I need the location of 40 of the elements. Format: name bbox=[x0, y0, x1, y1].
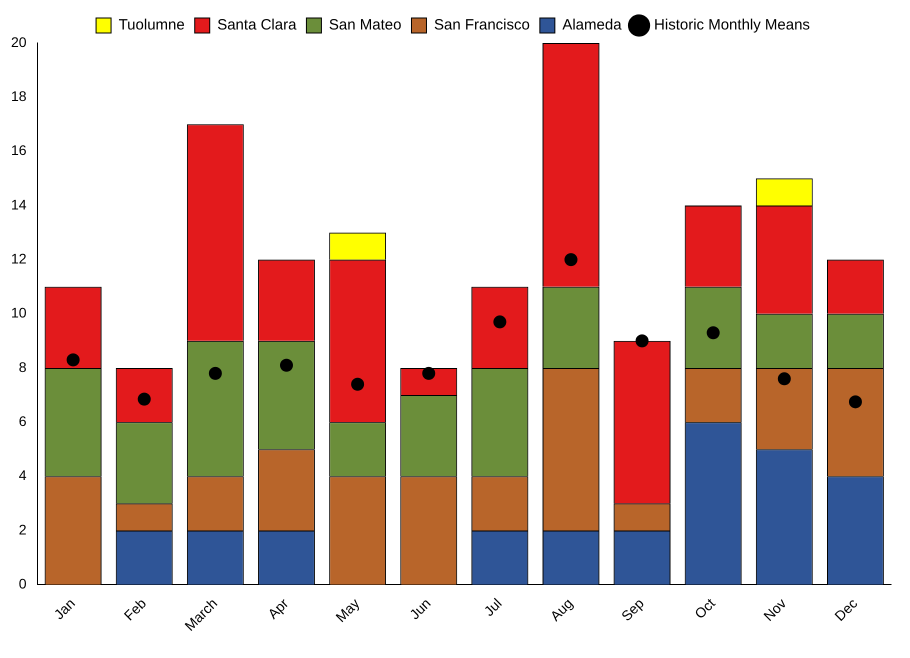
point bbox=[848, 395, 862, 408]
point bbox=[636, 334, 649, 348]
y-tick-label: 18 bbox=[10, 88, 27, 104]
x-tick-label: Nov bbox=[760, 595, 790, 624]
point bbox=[208, 366, 222, 380]
x-tick-label: Sep bbox=[618, 594, 648, 624]
x-tick-label: Jan bbox=[50, 595, 78, 622]
y-tick-label: 12 bbox=[10, 250, 27, 267]
legend-label: San Francisco bbox=[434, 16, 530, 34]
x-tick-label: May bbox=[332, 595, 362, 626]
y-tick-label: 20 bbox=[10, 34, 27, 50]
legend-label: Tuolumne bbox=[118, 16, 185, 34]
point bbox=[493, 315, 506, 328]
y-tick-label: 10 bbox=[10, 304, 27, 321]
legend-label: Alameda bbox=[562, 16, 622, 34]
x-tick-label: Dec bbox=[831, 595, 860, 624]
x-tick-label: Aug bbox=[546, 595, 576, 624]
y-tick-label: 4 bbox=[18, 467, 27, 484]
y-tick-label: 14 bbox=[10, 196, 27, 212]
point bbox=[351, 378, 364, 391]
y-tick-label: 6 bbox=[18, 412, 27, 429]
y-tick-label: 8 bbox=[18, 358, 27, 375]
point bbox=[422, 366, 436, 380]
point bbox=[564, 253, 578, 266]
point bbox=[138, 392, 151, 406]
x-tick-label: Jun bbox=[406, 595, 434, 622]
point bbox=[706, 326, 720, 340]
x-tick-label: Feb bbox=[120, 594, 150, 624]
point bbox=[778, 372, 791, 386]
x-tick-label: Oct bbox=[691, 595, 718, 622]
y-tick-label: 0 bbox=[18, 575, 27, 592]
x-tick-label: Jul bbox=[480, 595, 505, 620]
legend-label: San Mateo bbox=[328, 16, 402, 34]
y-tick-label: 16 bbox=[10, 142, 27, 158]
legend-label: Santa Clara bbox=[217, 16, 298, 34]
point bbox=[66, 353, 80, 366]
legend-label: Historic Monthly Means bbox=[654, 16, 810, 34]
point bbox=[280, 358, 293, 372]
y-tick-label: 2 bbox=[18, 521, 27, 538]
x-tick-label: Apr bbox=[264, 594, 292, 622]
